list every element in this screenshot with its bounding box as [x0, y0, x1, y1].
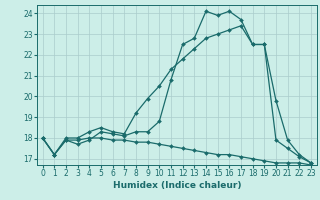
X-axis label: Humidex (Indice chaleur): Humidex (Indice chaleur): [113, 181, 241, 190]
